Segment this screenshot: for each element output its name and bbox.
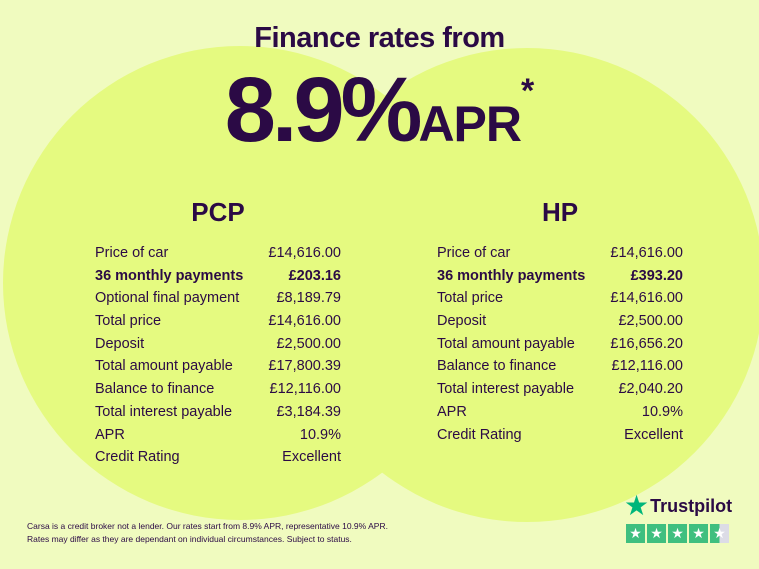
row-label: Total amount payable <box>95 358 233 375</box>
row-value: 10.9% <box>641 403 683 420</box>
trustpilot-badge[interactable]: ★ Trustpilot ★ ★ ★ ★ ★ <box>624 490 733 543</box>
asterisk: * <box>521 72 535 110</box>
row-label: Total interest payable <box>95 403 233 420</box>
row-value: £203.16 <box>288 267 341 284</box>
star-icon: ★ <box>668 524 687 543</box>
table-row: Balance to finance £12,116.00 <box>95 378 341 401</box>
row-value: 10.9% <box>299 426 341 443</box>
table-row: Price of car £14,616.00 <box>95 242 341 265</box>
headline-rate: 8.9%APR* <box>0 58 759 163</box>
row-label: Total price <box>437 290 504 307</box>
rating-stars: ★ ★ ★ ★ ★ <box>626 524 732 543</box>
table-row: Total price £14,616.00 <box>95 310 341 333</box>
row-label: Deposit <box>95 335 145 352</box>
table-row: Optional final payment £8,189.79 <box>95 287 341 310</box>
table-row: Total amount payable £16,656.20 <box>437 333 683 356</box>
table-row: Deposit £2,500.00 <box>437 310 683 333</box>
row-label: Credit Rating <box>95 449 180 466</box>
table-row: Deposit £2,500.00 <box>95 333 341 356</box>
row-label: 36 monthly payments <box>95 267 244 284</box>
star-icon: ★ <box>689 524 708 543</box>
row-value: £14,616.00 <box>610 290 683 307</box>
row-value: £14,616.00 <box>610 245 683 261</box>
trustpilot-name: Trustpilot <box>650 495 733 516</box>
decorative-circle-right <box>290 48 759 522</box>
row-label: Balance to finance <box>95 381 215 398</box>
star-icon: ★ <box>647 524 666 543</box>
table-row: Price of car £14,616.00 <box>437 242 683 265</box>
plan-title: HP <box>541 197 579 227</box>
table-row: Total price £14,616.00 <box>437 287 683 310</box>
star-icon: ★ <box>710 524 729 543</box>
row-value: £393.20 <box>630 267 683 284</box>
pcp-table: PCP Price of car £14,616.00 36 monthly pay… <box>95 196 341 469</box>
row-label: Total price <box>95 313 162 330</box>
row-value: £2,500.00 <box>276 335 341 352</box>
rate-value: 8.9% <box>224 59 423 161</box>
apr-label: APR <box>418 96 522 152</box>
row-value: £12,116.00 <box>611 358 684 375</box>
table-row: Credit Rating Excellent <box>437 424 683 447</box>
row-label: Total amount payable <box>437 335 575 352</box>
row-value: Excellent <box>282 449 341 466</box>
table-row: Total amount payable £17,800.39 <box>95 355 341 378</box>
table-row: 36 monthly payments £203.16 <box>95 265 341 288</box>
table-row: Credit Rating Excellent <box>95 446 341 469</box>
hp-table: HP Price of car £14,616.00 36 monthly paym… <box>437 196 683 446</box>
table-row: 36 monthly payments £393.20 <box>437 265 683 288</box>
table-row: Total interest payable £3,184.39 <box>95 401 341 424</box>
row-label: 36 monthly payments <box>437 267 586 284</box>
table-row: Total interest payable £2,040.20 <box>437 378 683 401</box>
row-value: £3,184.39 <box>276 403 341 420</box>
row-label: Credit Rating <box>437 426 522 443</box>
row-label: Price of car <box>437 245 511 261</box>
star-icon: ★ <box>626 524 645 543</box>
row-value: £2,500.00 <box>618 313 683 330</box>
row-value: Excellent <box>624 426 683 443</box>
row-value: £16,656.20 <box>610 335 683 352</box>
row-label: APR <box>437 403 467 420</box>
row-value: £2,040.20 <box>618 381 683 398</box>
row-label: APR <box>95 426 125 443</box>
row-label: Deposit <box>437 313 487 330</box>
row-value: £14,616.00 <box>268 313 341 330</box>
disclaimer-line: Rates may differ as they are dependant o… <box>27 534 352 544</box>
row-value: £14,616.00 <box>268 245 341 261</box>
row-label: Total interest payable <box>437 381 575 398</box>
headline: Finance rates from <box>254 22 505 54</box>
row-value: £8,189.79 <box>276 290 341 307</box>
row-label: Price of car <box>95 245 169 261</box>
row-value: £17,800.39 <box>268 358 341 375</box>
table-row: APR 10.9% <box>437 401 683 424</box>
row-label: Optional final payment <box>95 290 240 307</box>
star-icon: ★ <box>624 490 650 521</box>
disclaimer: Carsa is a credit broker not a lender. O… <box>27 520 388 546</box>
table-row: APR 10.9% <box>95 424 341 447</box>
table-row: Balance to finance £12,116.00 <box>437 355 683 378</box>
row-value: £12,116.00 <box>269 381 342 398</box>
disclaimer-line: Carsa is a credit broker not a lender. O… <box>27 521 388 531</box>
row-label: Balance to finance <box>437 358 557 375</box>
plan-title: PCP <box>191 197 245 227</box>
